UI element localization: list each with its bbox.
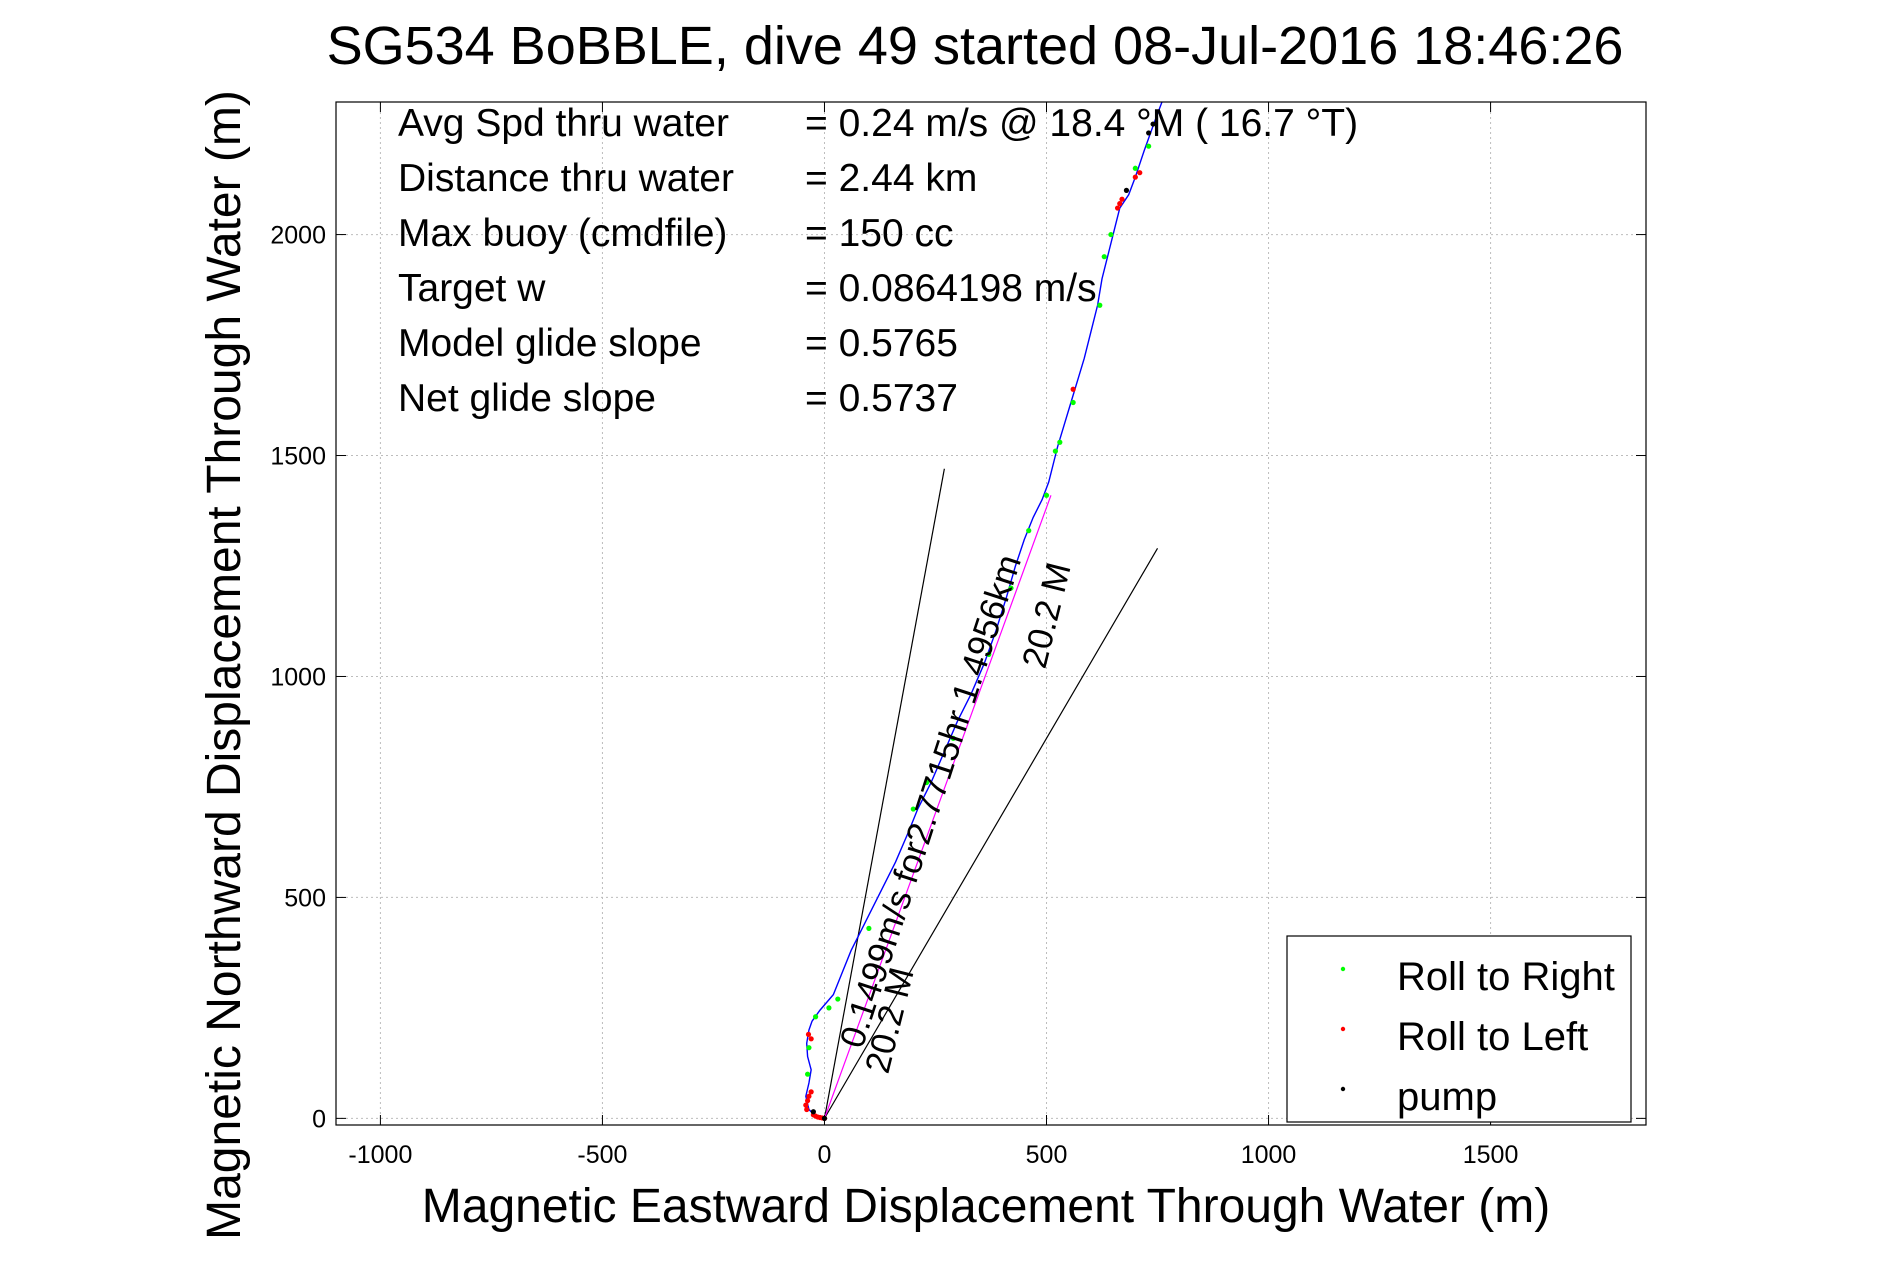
point-roll-to-left xyxy=(1137,170,1143,176)
info-label-model-glide: Model glide slope xyxy=(398,322,702,365)
y-tick-label: 1500 xyxy=(270,443,326,471)
point-roll-to-right xyxy=(806,1045,812,1051)
point-roll-to-left xyxy=(1114,205,1121,211)
point-roll-to-left xyxy=(805,1098,811,1104)
chart-title: SG534 BoBBLE, dive 49 started 08-Jul-201… xyxy=(327,16,1624,76)
y-axis-ticks: 0 500 1000 1500 2000 xyxy=(270,222,1646,1133)
point-roll-to-left xyxy=(1070,386,1076,392)
point-pump xyxy=(1123,187,1130,193)
point-roll-to-right xyxy=(1097,302,1103,308)
point-pump xyxy=(1146,130,1152,136)
x-tick-label: 0 xyxy=(818,1141,832,1169)
point-pump xyxy=(810,1109,816,1115)
point-roll-to-left xyxy=(803,1102,809,1108)
y-tick-label: 2000 xyxy=(270,222,326,250)
legend-label-roll-left: Roll to Left xyxy=(1397,1015,1588,1059)
point-roll-to-right xyxy=(835,996,841,1002)
x-tick-label: 1000 xyxy=(1241,1141,1297,1169)
y-axis-label: Magnetic Northward Displacement Through … xyxy=(198,90,251,1240)
legend-marker-roll-right xyxy=(1340,966,1346,972)
point-roll-to-left xyxy=(1119,196,1125,202)
point-roll-to-right xyxy=(812,1014,819,1020)
point-roll-to-right xyxy=(1108,231,1114,238)
point-roll-to-right xyxy=(924,779,930,786)
info-label-target-w: Target w xyxy=(398,267,546,310)
point-roll-to-right xyxy=(950,735,956,741)
point-pump xyxy=(1150,121,1156,127)
x-tick-label: -500 xyxy=(577,1141,627,1169)
point-roll-to-right xyxy=(1043,492,1050,498)
reference-line xyxy=(823,468,945,1119)
reference-lines xyxy=(823,468,1159,1119)
point-roll-to-right xyxy=(986,651,992,657)
legend-label-roll-right: Roll to Right xyxy=(1397,955,1615,999)
info-value-net-glide: = 0.5737 xyxy=(805,377,958,420)
point-roll-to-right xyxy=(1026,528,1032,534)
y-tick-label: 1000 xyxy=(270,663,326,691)
roll-markers xyxy=(803,121,1156,1121)
reference-line xyxy=(823,495,1052,1119)
point-roll-to-left xyxy=(1117,201,1123,207)
y-tick-label: 0 xyxy=(312,1105,326,1133)
point-roll-to-left xyxy=(1132,174,1138,180)
point-roll-to-right xyxy=(1146,143,1152,149)
info-label-avg-speed: Avg Spd thru water xyxy=(398,102,729,145)
x-tick-label: 500 xyxy=(1026,1141,1068,1169)
x-axis-label: Magnetic Eastward Displacement Through W… xyxy=(422,1180,1550,1233)
info-label-net-glide: Net glide slope xyxy=(398,377,656,420)
legend-label-pump: pump xyxy=(1397,1075,1497,1119)
x-tick-label: 1500 xyxy=(1463,1141,1519,1169)
info-value-avg-speed: = 0.24 m/s @ 18.4 °M ( 16.7 °T) xyxy=(805,102,1358,145)
point-roll-to-left xyxy=(804,1106,810,1113)
point-roll-to-right xyxy=(1070,399,1076,406)
info-value-distance: = 2.44 km xyxy=(805,157,977,200)
plot-frame xyxy=(335,101,1647,1126)
point-roll-to-right xyxy=(1052,448,1058,454)
y-tick-label: 500 xyxy=(284,884,326,912)
info-value-max-buoy: = 150 cc xyxy=(805,212,954,255)
point-roll-to-right xyxy=(1008,585,1014,591)
legend: Roll to Right Roll to Left pump xyxy=(1286,935,1632,1123)
point-roll-to-right xyxy=(1057,439,1063,445)
legend-marker-roll-left xyxy=(1340,1026,1346,1032)
x-tick-label: -1000 xyxy=(348,1141,412,1169)
info-label-max-buoy: Max buoy (cmdfile) xyxy=(398,212,727,255)
point-roll-to-right xyxy=(1132,165,1138,171)
grid-lines xyxy=(336,102,1646,1125)
legend-marker-pump xyxy=(1340,1086,1346,1092)
reference-line xyxy=(823,548,1159,1119)
info-value-target-w: = 0.0864198 m/s xyxy=(805,267,1097,310)
info-label-distance: Distance thru water xyxy=(398,157,734,200)
point-roll-to-left xyxy=(806,1093,812,1099)
point-roll-to-left xyxy=(808,1089,814,1095)
point-roll-to-right xyxy=(805,1071,811,1077)
point-roll-to-left xyxy=(808,1036,814,1042)
info-panel: Avg Spd thru water = 0.24 m/s @ 18.4 °M … xyxy=(398,102,1358,420)
point-roll-to-right xyxy=(910,806,916,812)
glider-track-line xyxy=(805,101,1163,1120)
x-axis-ticks: -1000 -500 0 500 1000 1500 xyxy=(348,102,1518,1169)
point-roll-to-left xyxy=(805,1031,812,1038)
point-roll-to-right xyxy=(826,1005,832,1011)
info-value-model-glide: = 0.5765 xyxy=(805,322,958,365)
point-roll-to-right xyxy=(866,925,872,931)
point-roll-to-right xyxy=(1101,254,1107,260)
